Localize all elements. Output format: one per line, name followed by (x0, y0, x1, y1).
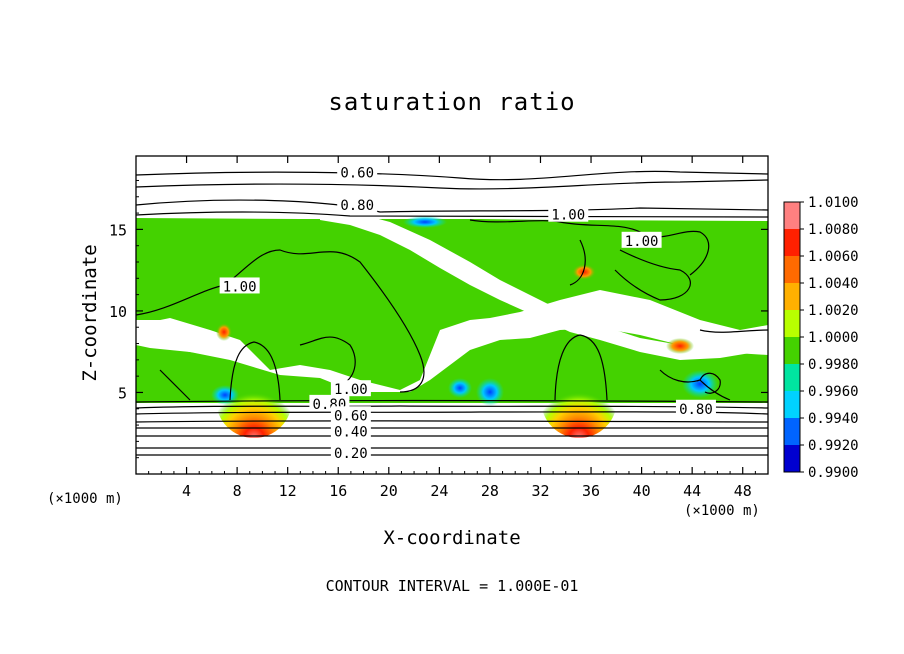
colorbar-label: 0.9960 (808, 384, 859, 400)
y-tick-label: 10 (109, 303, 127, 321)
colorbar-swatch (784, 256, 800, 283)
colorbar-swatch (784, 418, 800, 445)
x-axis: 4 8 12 16 20 24 28 32 36 40 44 48 (148, 156, 756, 500)
x-tick-label: 24 (430, 482, 448, 500)
contour-label-bg (621, 231, 662, 248)
x-axis-label: X-coordinate (383, 527, 521, 549)
colorbar-swatch (784, 337, 800, 364)
colorbar-label: 1.0020 (808, 303, 859, 319)
x-tick-label: 12 (279, 482, 297, 500)
y-axis: 5 10 15 (109, 179, 768, 459)
contour-label-bg (330, 406, 371, 423)
colorbar-label: 0.9940 (808, 411, 859, 427)
y-tick-label: 15 (109, 221, 127, 239)
contour-label-bg (337, 195, 378, 212)
contour-label-bg (330, 443, 371, 460)
plot-field: 0.600.801.001.001.001.000.800.600.400.20… (136, 163, 768, 462)
colorbar-label: 0.9900 (808, 465, 859, 481)
chart-title: saturation ratio (328, 88, 576, 116)
contour-label-layer: 0.600.801.001.001.001.000.800.600.400.20… (219, 163, 716, 462)
colorbar-swatch (784, 202, 800, 229)
colorbar-label: 1.0060 (808, 249, 859, 265)
contour-label: 1.00 (334, 382, 368, 398)
contour-label: 0.20 (334, 446, 368, 462)
contour-label-bg (337, 163, 378, 180)
contour-label: 0.60 (334, 408, 368, 424)
contour-label-bg (219, 277, 260, 294)
x-tick-label: 40 (633, 482, 651, 500)
contour-label-bg (330, 422, 371, 439)
colorbar-swatch (784, 229, 800, 256)
x-tick-label: 28 (481, 482, 499, 500)
colorbar-swatch (784, 391, 800, 418)
x-unit-left: (×1000 m) (47, 491, 123, 507)
contour-label: 1.00 (223, 279, 257, 295)
colorbar-label: 1.0100 (808, 195, 859, 211)
colorbar-label: 0.9980 (808, 357, 859, 373)
x-tick-label: 48 (734, 482, 752, 500)
colorbar-label: 1.0000 (808, 330, 859, 346)
colorbar: 1.0100 1.0080 1.0060 1.0040 1.0020 1.0000 0.99… (783, 195, 859, 481)
colorbar-label: 1.0080 (808, 222, 859, 238)
contour-label: 0.40 (334, 425, 368, 441)
contour-label-bg (675, 399, 716, 416)
colorbar-swatch (784, 310, 800, 337)
colorbar-swatch (784, 364, 800, 391)
x-tick-label: 20 (380, 482, 398, 500)
x-tick-label: 32 (531, 482, 549, 500)
colorbar-swatch (784, 283, 800, 310)
contour-label-bg (548, 205, 589, 222)
x-tick-label: 44 (683, 482, 701, 500)
x-tick-label: 8 (233, 482, 242, 500)
colorbar-label: 0.9920 (808, 438, 859, 454)
colorbar-label: 1.0040 (808, 276, 859, 292)
contour-label: 0.60 (340, 165, 374, 181)
x-unit-right: (×1000 m) (684, 503, 760, 519)
y-axis-label: Z-coordinate (79, 244, 101, 382)
x-tick-label: 36 (582, 482, 600, 500)
y-tick-label: 5 (118, 384, 127, 402)
x-tick-label: 4 (182, 482, 191, 500)
contour-label: 0.80 (340, 198, 374, 214)
cloud-region (136, 218, 768, 390)
contour-label: 1.00 (625, 234, 659, 250)
contour-label: 0.80 (679, 402, 713, 418)
clear-pocket (136, 320, 240, 355)
contour-label: 1.00 (551, 208, 585, 224)
colorbar-swatch (784, 445, 800, 472)
x-tick-label: 16 (329, 482, 347, 500)
contour-label-bg (330, 380, 371, 397)
clear-channel (320, 212, 768, 360)
contour-interval-note: CONTOUR INTERVAL = 1.000E-01 (325, 577, 579, 595)
